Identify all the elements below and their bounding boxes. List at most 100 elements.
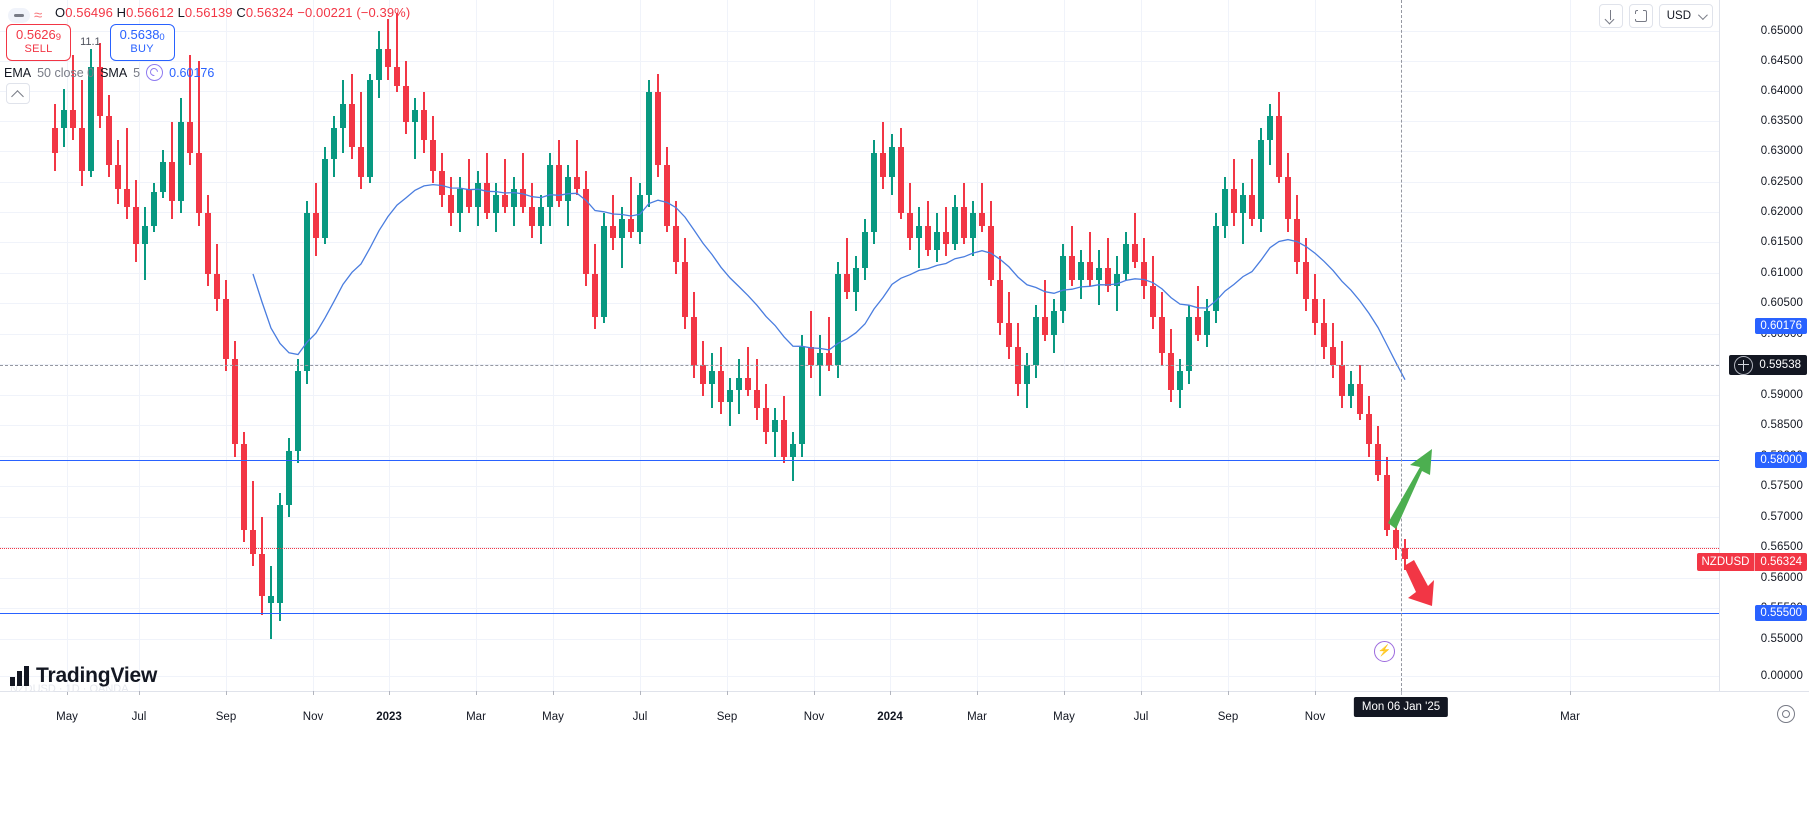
download-icon[interactable] bbox=[1598, 4, 1623, 28]
ohlc-low-key: L bbox=[177, 5, 185, 20]
time-axis-label: Jul bbox=[632, 711, 648, 723]
sell-button[interactable]: 0.56269 SELL bbox=[6, 24, 72, 61]
candle-body bbox=[1150, 286, 1156, 317]
crosshair-price-tag: 0.59538 bbox=[1729, 355, 1807, 375]
support-level-058000[interactable] bbox=[0, 460, 1719, 461]
candle-body bbox=[61, 110, 67, 129]
time-axis-label: May bbox=[56, 711, 78, 723]
candle-body bbox=[1348, 383, 1354, 396]
candle-wick bbox=[576, 140, 578, 196]
level-price-tag-055500[interactable]: 0.55500 bbox=[1755, 605, 1807, 621]
time-axis-label: 2024 bbox=[877, 711, 903, 723]
wave-icon[interactable]: ≈ bbox=[34, 7, 43, 24]
candle-body bbox=[340, 103, 346, 129]
candle-body bbox=[367, 79, 373, 177]
candle-body bbox=[1177, 371, 1183, 390]
candle-body bbox=[1294, 219, 1300, 263]
candle-body bbox=[970, 213, 976, 238]
time-axis-label: Mar bbox=[466, 711, 486, 723]
price-axis-label: 0.57000 bbox=[1760, 511, 1803, 523]
price-axis-label: 0.61000 bbox=[1760, 267, 1803, 279]
candle-body bbox=[736, 377, 742, 390]
candle-body bbox=[250, 529, 256, 554]
sell-price-sub: 9 bbox=[55, 32, 62, 43]
candle-body bbox=[448, 195, 454, 214]
ema-price-tag: 0.60176 bbox=[1755, 318, 1807, 334]
last-price-tag: NZDUSD 0.56324 bbox=[1696, 553, 1807, 571]
buy-button[interactable]: 0.56380 BUY bbox=[109, 24, 175, 61]
ohlc-high-value: 0.56612 bbox=[126, 5, 174, 20]
ohlc-close-value: 0.56324 bbox=[245, 5, 294, 20]
candle-body bbox=[1330, 347, 1336, 366]
candle-body bbox=[1078, 262, 1084, 281]
candle-body bbox=[52, 128, 58, 153]
price-axis-label: 0.60500 bbox=[1760, 297, 1803, 309]
price-axis[interactable]: 0.65000 0.64500 0.64000 0.63500 0.63000 0.625… bbox=[1696, 0, 1809, 817]
down-arrow-annotation[interactable] bbox=[1390, 558, 1440, 618]
candle-body bbox=[1240, 195, 1246, 214]
candle-body bbox=[664, 164, 670, 226]
plus-circle-icon[interactable] bbox=[1734, 355, 1754, 375]
candle-body bbox=[673, 225, 679, 263]
candle-body bbox=[835, 274, 841, 366]
level-price-tag-058000[interactable]: 0.58000 bbox=[1755, 452, 1807, 468]
up-arrow-annotation[interactable] bbox=[1380, 445, 1450, 535]
candle-body bbox=[1384, 474, 1390, 530]
candle-body bbox=[1366, 414, 1372, 445]
time-cursor-label: Mon 06 Jan '25 bbox=[1353, 697, 1449, 717]
sync-icon[interactable] bbox=[146, 64, 164, 81]
candle-body bbox=[961, 207, 967, 238]
indicator-sma-params: 5 bbox=[133, 65, 141, 80]
time-axis-label: May bbox=[542, 711, 564, 723]
symbol-icon-group[interactable]: ≈ bbox=[8, 8, 42, 23]
logo-text: TradingView bbox=[36, 664, 158, 687]
candle-body bbox=[1339, 365, 1345, 396]
gear-icon[interactable] bbox=[1777, 705, 1795, 723]
chart-watermark: NZDUSD · 1D · OANDA bbox=[10, 683, 129, 695]
candle-body bbox=[997, 280, 1003, 323]
candle-body bbox=[142, 225, 148, 244]
candle-body bbox=[484, 183, 490, 214]
time-axis-label: 2023 bbox=[376, 711, 402, 723]
candle-body bbox=[1006, 322, 1012, 348]
candle-body bbox=[1096, 268, 1102, 281]
indicator-legend[interactable]: EMA 50 close 0 SMA 5 0.60176 bbox=[4, 64, 214, 81]
minus-pill-icon[interactable] bbox=[8, 8, 30, 23]
tradingview-logo[interactable]: TradingView bbox=[10, 664, 157, 688]
time-axis[interactable]: May Jul Sep Nov 2023 Mar May Jul Sep Nov 2024 Mar Ma… bbox=[0, 691, 1809, 817]
candle-body bbox=[394, 67, 400, 86]
fullscreen-icon[interactable] bbox=[1628, 4, 1653, 28]
candle-body bbox=[1231, 189, 1237, 214]
time-axis-label: Jul bbox=[131, 711, 147, 723]
last-price-symbol: NZDUSD bbox=[1697, 553, 1756, 571]
time-axis-label: Sep bbox=[1217, 711, 1239, 723]
candle-body bbox=[1042, 316, 1048, 335]
candle-body bbox=[1033, 316, 1039, 366]
candle-body bbox=[1051, 310, 1057, 335]
price-axis-label: 0.65000 bbox=[1760, 25, 1803, 37]
candle-body bbox=[97, 67, 103, 117]
candle-body bbox=[754, 389, 760, 408]
chart-toolbar: USD bbox=[1598, 4, 1713, 28]
chevron-up-icon[interactable] bbox=[6, 83, 30, 104]
time-axis-label: Sep bbox=[215, 711, 237, 723]
indicator-ema-name: EMA bbox=[4, 65, 32, 80]
trade-panel: 0.56269 SELL 11.1 0.56380 BUY bbox=[6, 24, 175, 61]
candle-body bbox=[943, 231, 949, 244]
ohlc-close-key: C bbox=[236, 5, 246, 20]
time-axis-label: Mar bbox=[1560, 711, 1580, 723]
chevron-down-icon bbox=[1697, 9, 1708, 20]
candle-body bbox=[916, 225, 922, 238]
bolt-icon[interactable]: ⚡ bbox=[1374, 641, 1395, 662]
currency-select[interactable]: USD bbox=[1658, 4, 1713, 28]
candle-body bbox=[124, 189, 130, 208]
candle-body bbox=[979, 213, 985, 226]
support-level-055500[interactable] bbox=[0, 613, 1719, 614]
candle-body bbox=[1303, 262, 1309, 299]
candle-body bbox=[988, 225, 994, 281]
candle-wick bbox=[387, 18, 389, 80]
ohlc-change-percent: (−0.39%) bbox=[356, 5, 411, 20]
candle-body bbox=[331, 128, 337, 159]
candle-wick bbox=[621, 207, 623, 269]
candle-wick bbox=[756, 359, 758, 421]
